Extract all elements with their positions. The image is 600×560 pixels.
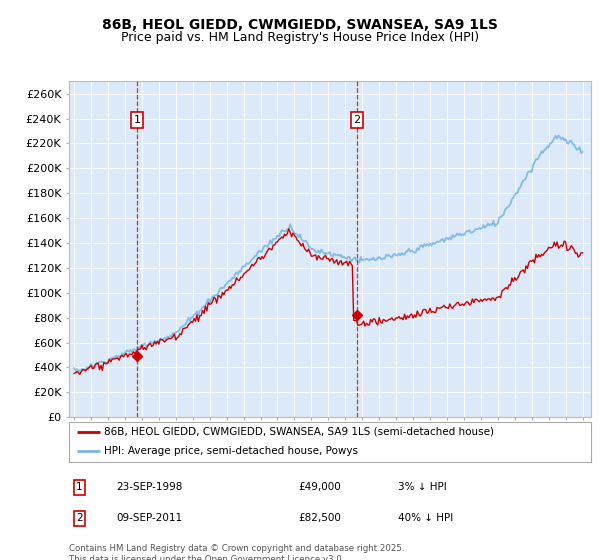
Text: 40% ↓ HPI: 40% ↓ HPI <box>398 514 453 523</box>
Text: 3% ↓ HPI: 3% ↓ HPI <box>398 482 446 492</box>
Text: Contains HM Land Registry data © Crown copyright and database right 2025.
This d: Contains HM Land Registry data © Crown c… <box>69 544 404 560</box>
Text: 2: 2 <box>76 514 83 523</box>
Text: 09-SEP-2011: 09-SEP-2011 <box>116 514 182 523</box>
Text: HPI: Average price, semi-detached house, Powys: HPI: Average price, semi-detached house,… <box>104 446 358 456</box>
Text: 1: 1 <box>76 482 83 492</box>
Text: £49,000: £49,000 <box>299 482 341 492</box>
Text: 86B, HEOL GIEDD, CWMGIEDD, SWANSEA, SA9 1LS: 86B, HEOL GIEDD, CWMGIEDD, SWANSEA, SA9 … <box>102 18 498 32</box>
Text: 86B, HEOL GIEDD, CWMGIEDD, SWANSEA, SA9 1LS (semi-detached house): 86B, HEOL GIEDD, CWMGIEDD, SWANSEA, SA9 … <box>104 427 494 437</box>
Text: 23-SEP-1998: 23-SEP-1998 <box>116 482 182 492</box>
Text: 1: 1 <box>134 115 140 125</box>
Text: Price paid vs. HM Land Registry's House Price Index (HPI): Price paid vs. HM Land Registry's House … <box>121 31 479 44</box>
Text: £82,500: £82,500 <box>299 514 341 523</box>
Text: 2: 2 <box>353 115 361 125</box>
